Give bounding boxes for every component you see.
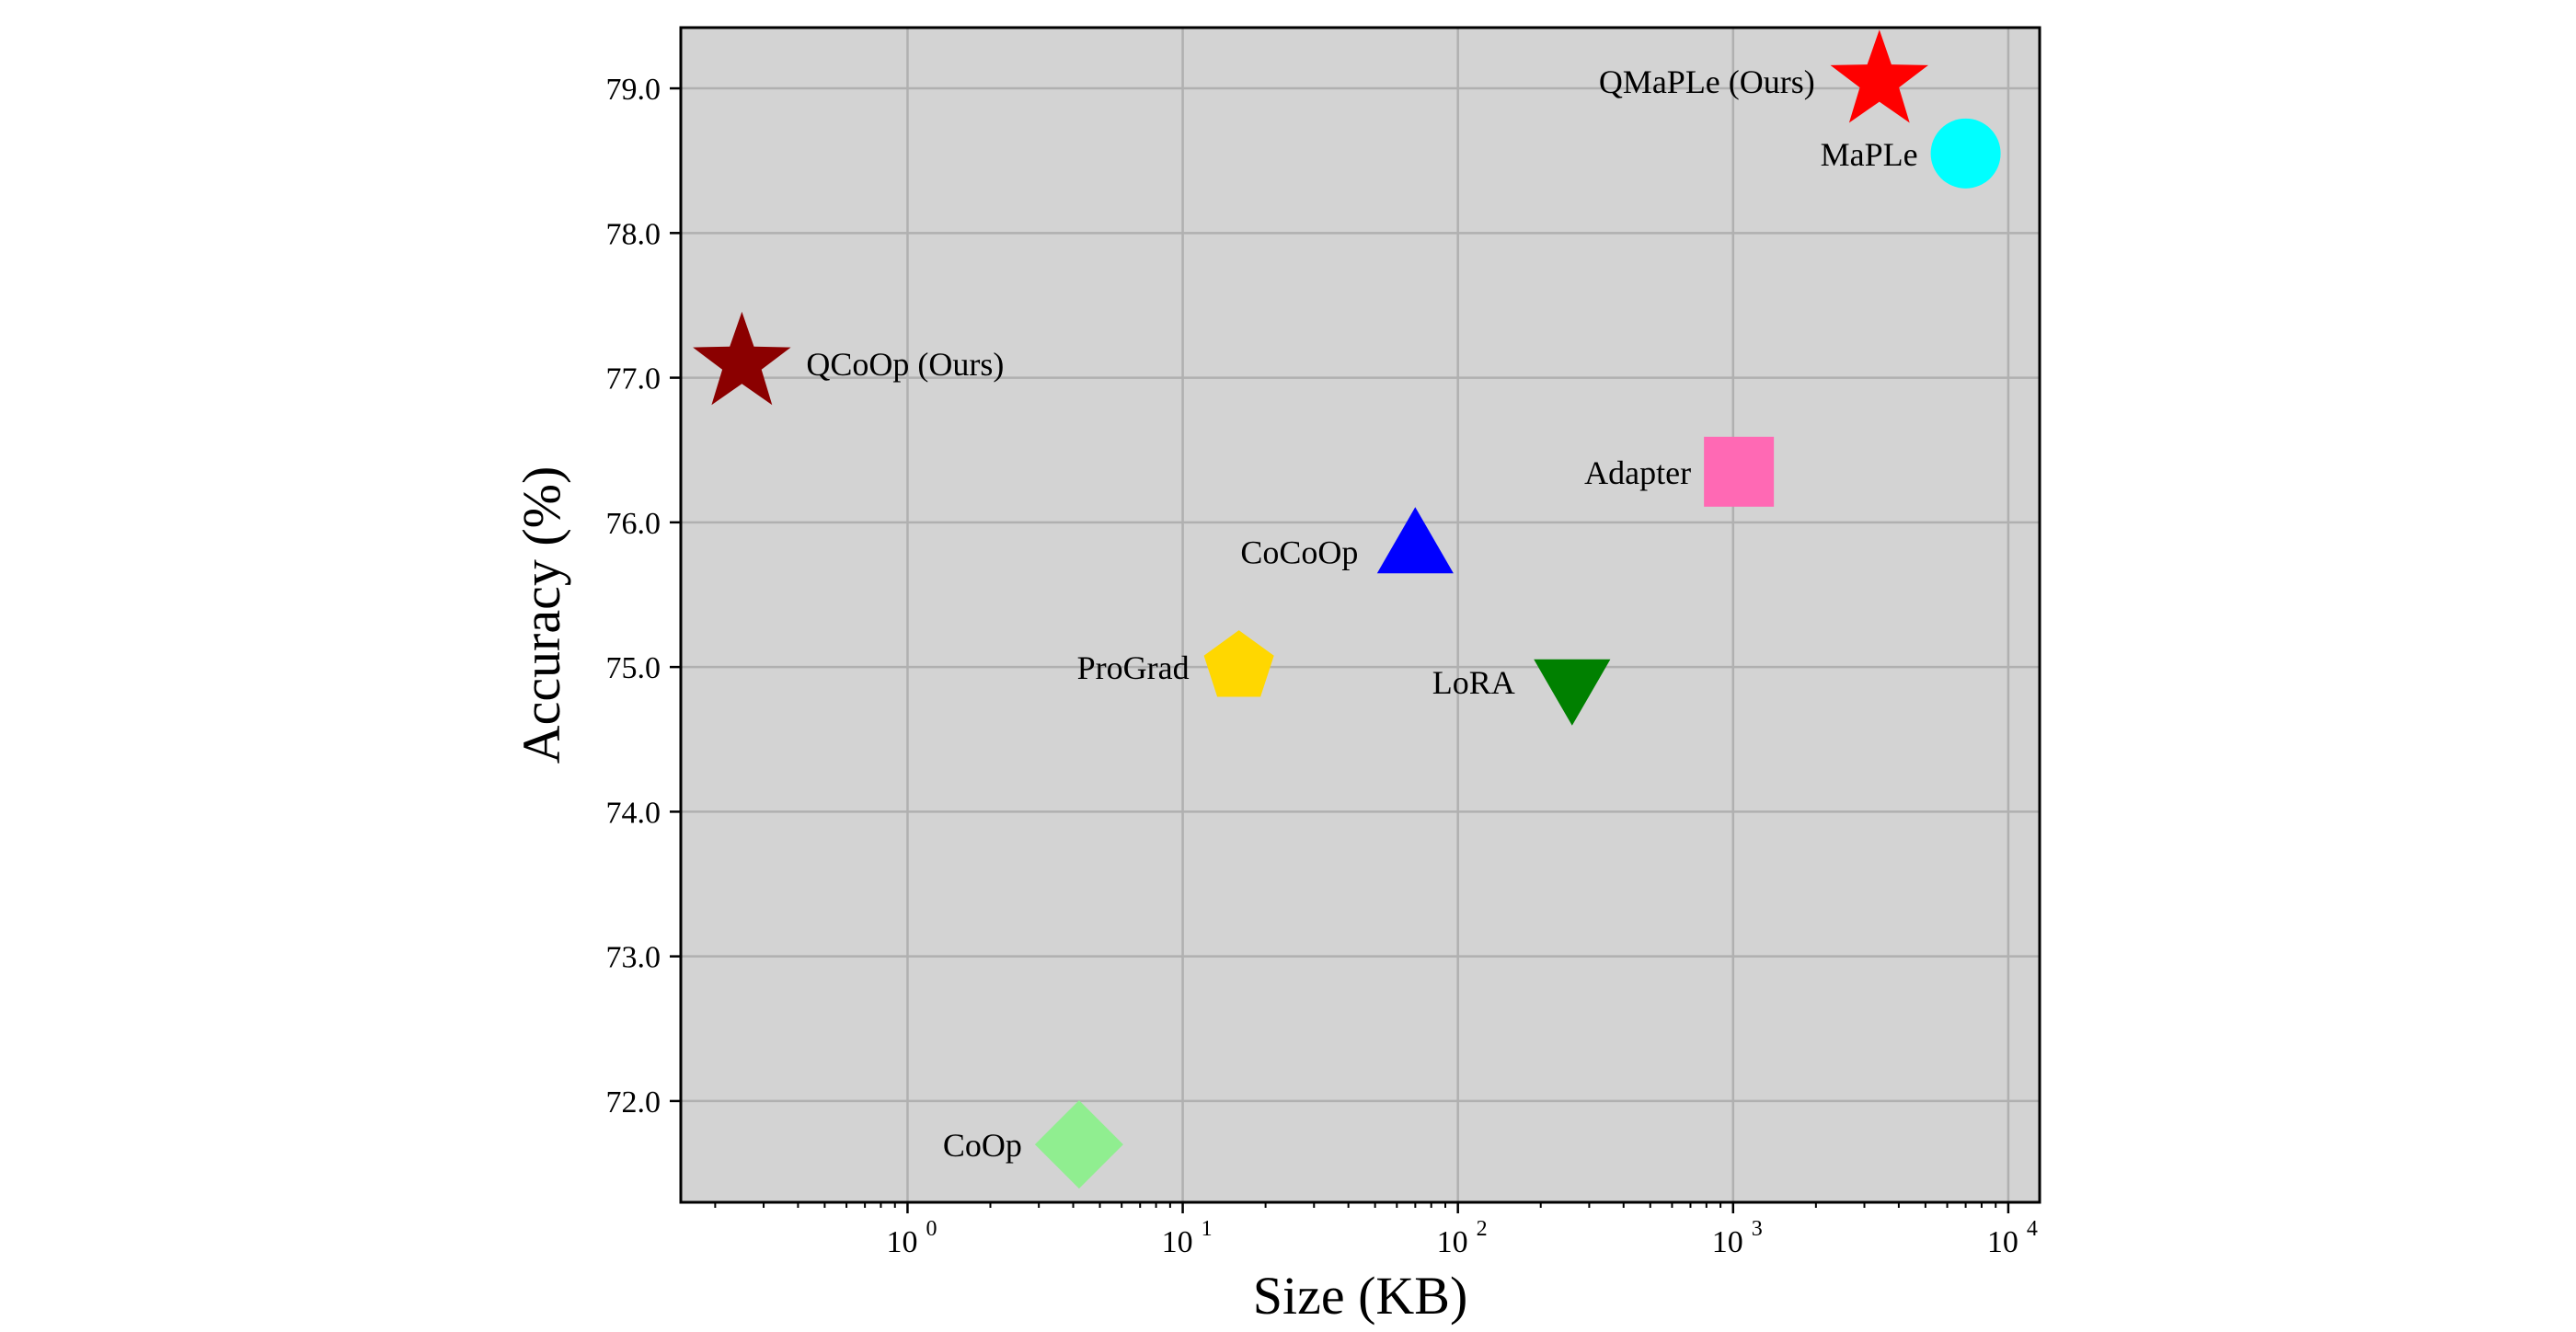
label-prograd: ProGrad <box>1077 649 1190 686</box>
marker-lora <box>1534 659 1611 726</box>
x-tick-exponent: 4 <box>2027 1217 2038 1241</box>
label-coop: CoOp <box>943 1127 1022 1164</box>
x-tick-exponent: 2 <box>1477 1217 1488 1241</box>
y-tick-label: 78.0 <box>606 217 661 251</box>
y-tick-label: 72.0 <box>606 1085 661 1120</box>
y-tick-label: 79.0 <box>606 73 661 107</box>
marker-maple <box>1930 118 2001 189</box>
x-tick-exponent: 0 <box>926 1217 937 1241</box>
marker-prograd <box>1203 630 1274 697</box>
x-tick-exponent: 1 <box>1202 1217 1213 1241</box>
plot-area <box>681 28 2040 1202</box>
label-adapter: Adapter <box>1584 454 1691 491</box>
y-tick-label: 74.0 <box>606 796 661 830</box>
x-axis-title: Size (KB) <box>1253 1266 1468 1326</box>
label-qmaple-ours: QMaPLe (Ours) <box>1599 63 1815 100</box>
plot-frame <box>679 26 2041 1204</box>
marker-coop <box>1034 1100 1123 1189</box>
x-tick-exponent: 3 <box>1752 1217 1763 1241</box>
label-qcoop-ours: QCoOp (Ours) <box>806 346 1004 383</box>
label-maple: MaPLe <box>1821 136 1918 173</box>
y-tick-label: 73.0 <box>606 941 661 975</box>
y-tick-label: 77.0 <box>606 362 661 396</box>
marker-qmaple-ours <box>1830 29 1928 123</box>
x-tick-label: 10 <box>1712 1225 1743 1259</box>
y-tick-label: 75.0 <box>606 651 661 685</box>
label-cocoop: CoCoOp <box>1240 534 1358 570</box>
y-axis-title: Accuracy (%) <box>512 466 571 764</box>
marker-cocoop <box>1376 507 1454 574</box>
y-tick-label: 76.0 <box>606 507 661 541</box>
axis-ticks: 72.0 73.0 74.0 75.0 76.0 77.0 78.0 79.0 10 0 10 1 10… <box>606 73 2038 1259</box>
x-tick-label: 10 <box>1987 1225 2018 1259</box>
x-tick-label: 10 <box>1162 1225 1193 1259</box>
data-points: QMaPLe (Ours)MaPLe QCoOp (Ours) Adapter CoC… <box>693 29 2001 1189</box>
x-tick-label: 10 <box>1437 1225 1468 1259</box>
grid <box>681 28 2040 1202</box>
marker-qcoop-ours <box>693 311 791 406</box>
marker-adapter <box>1704 436 1775 507</box>
label-lora: LoRA <box>1432 664 1515 701</box>
x-tick-label: 10 <box>886 1225 917 1259</box>
